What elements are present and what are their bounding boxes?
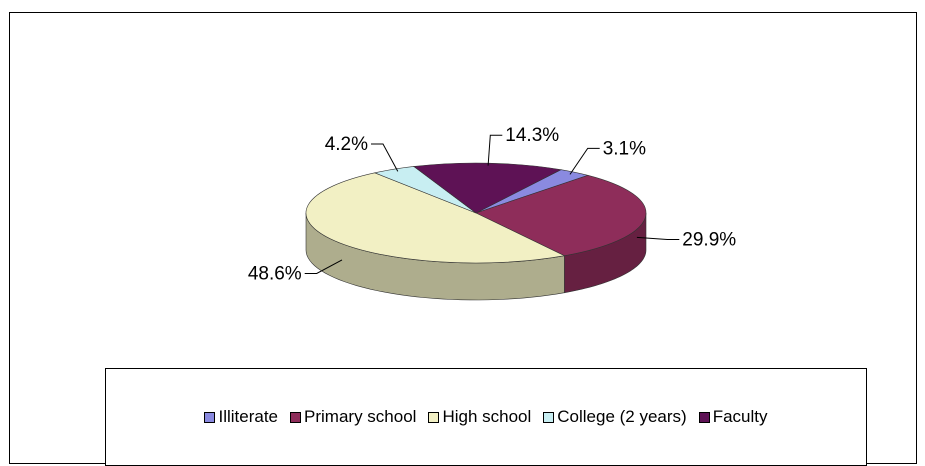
legend-label-primary-school: Primary school xyxy=(304,407,417,426)
legend-label-illiterate: Illiterate xyxy=(218,407,279,426)
leader-line-primary-school xyxy=(636,236,680,240)
leader-line-faculty xyxy=(487,134,503,166)
legend-label-high-school: High school xyxy=(442,407,532,426)
leader-line-illiterate xyxy=(569,147,600,175)
data-label-high-school: 48.6% xyxy=(248,264,302,285)
pie-slice-high-school xyxy=(305,172,566,264)
legend-swatch-primary-school xyxy=(290,411,302,423)
leader-line-college-2-years xyxy=(371,143,399,172)
leader-line-high-school xyxy=(304,259,343,274)
legend-item-illiterate: Illiterate xyxy=(204,407,278,427)
legend-label-college: College (2 years) xyxy=(557,407,687,426)
legend-item-college: College (2 years) xyxy=(543,407,687,427)
legend-swatch-faculty xyxy=(698,411,710,423)
data-label-faculty: 14.3% xyxy=(505,125,559,146)
legend-item-faculty: Faculty xyxy=(698,407,768,427)
pie-chart: 3.1% 29.9% 48.6% 4.2% 14.3% xyxy=(248,125,736,301)
data-label-primary-school: 29.9% xyxy=(682,230,736,251)
legend-swatch-illiterate xyxy=(204,411,216,423)
pie-slice-primary-school xyxy=(475,175,647,257)
legend-item-high-school: High school xyxy=(428,407,531,427)
chart-area: 3.1% 29.9% 48.6% 4.2% 14.3% Illiterate Prima… xyxy=(9,12,917,466)
legend-item-primary-school: Primary school xyxy=(290,407,416,427)
legend-label-faculty: Faculty xyxy=(712,407,768,426)
data-label-college-2-years: 4.2% xyxy=(325,134,368,155)
legend-swatch-college xyxy=(543,411,555,423)
data-label-illiterate: 3.1% xyxy=(603,138,646,159)
legend-swatch-high-school xyxy=(428,411,440,423)
legend: Illiterate Primary school High school Co… xyxy=(105,368,867,466)
